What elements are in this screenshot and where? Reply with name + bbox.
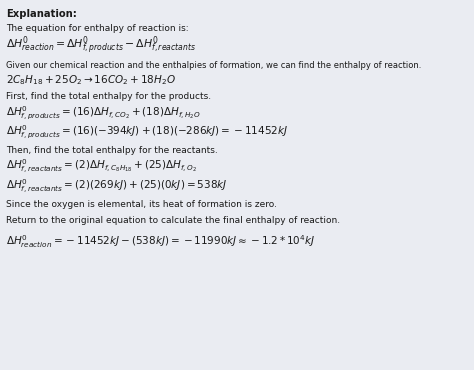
Text: Explanation:: Explanation:	[6, 9, 77, 19]
Text: $\Delta H^{0}_{reaction} = \Delta H^{0}_{f,products} - \Delta H^{0}_{f,reactants: $\Delta H^{0}_{reaction} = \Delta H^{0}_…	[6, 35, 196, 57]
Text: $\Delta H^{0}_{f,products} = (16)(-394kJ) + (18)(-286kJ) = -11452kJ$: $\Delta H^{0}_{f,products} = (16)(-394kJ…	[6, 123, 288, 141]
Text: The equation for enthalpy of reaction is:: The equation for enthalpy of reaction is…	[6, 24, 188, 33]
Text: Given our chemical reaction and the enthalpies of formation, we can find the ent: Given our chemical reaction and the enth…	[6, 61, 421, 70]
Text: $\Delta H^{0}_{f,reactants} = (2)\Delta H_{f,C_8H_{18}} + (25)\Delta H_{f,O_2}$: $\Delta H^{0}_{f,reactants} = (2)\Delta …	[6, 158, 197, 176]
Text: $\Delta H^{0}_{f,products} = (16)\Delta H_{f,CO_2} + (18)\Delta H_{f,H_2O}$: $\Delta H^{0}_{f,products} = (16)\Delta …	[6, 104, 201, 122]
Text: Since the oxygen is elemental, its heat of formation is zero.: Since the oxygen is elemental, its heat …	[6, 200, 277, 209]
Text: Return to the original equation to calculate the final enthalpy of reaction.: Return to the original equation to calcu…	[6, 216, 340, 225]
Text: $2C_8H_{18} + 25O_2 \rightarrow 16CO_2 + 18H_2O$: $2C_8H_{18} + 25O_2 \rightarrow 16CO_2 +…	[6, 73, 175, 87]
Text: $\Delta H^{0}_{f,reactants} = (2)(269kJ) + (25)(0kJ) = 538kJ$: $\Delta H^{0}_{f,reactants} = (2)(269kJ)…	[6, 178, 227, 195]
Text: Then, find the total enthalpy for the reactants.: Then, find the total enthalpy for the re…	[6, 147, 218, 155]
Text: First, find the total enthalpy for the products.: First, find the total enthalpy for the p…	[6, 92, 211, 101]
Text: $\Delta H^{0}_{reaction} = -11452kJ - (538kJ) = -11990kJ \approx -1.2 * 10^{4}kJ: $\Delta H^{0}_{reaction} = -11452kJ - (5…	[6, 233, 315, 250]
